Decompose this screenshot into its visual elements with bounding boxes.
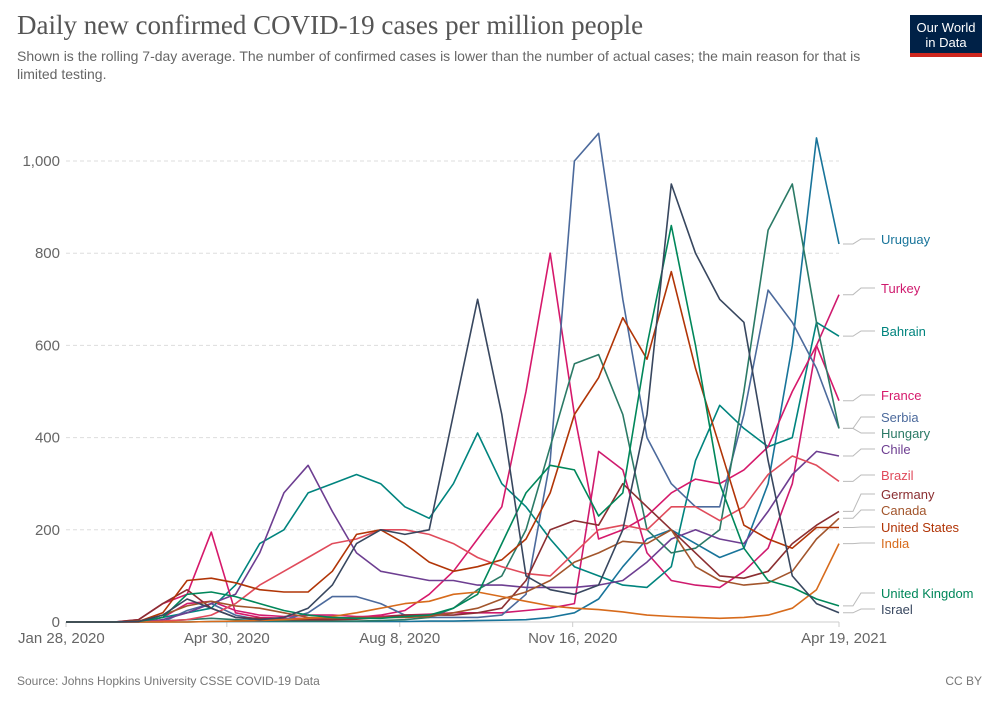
- label-connector: [843, 509, 875, 519]
- y-tick-label: 0: [52, 614, 60, 631]
- x-tick-label: Nov 16, 2020: [528, 630, 617, 647]
- chart-title: Daily new confirmed COVID-19 cases per m…: [17, 10, 644, 40]
- series-line-germany: [66, 482, 840, 623]
- series-label: Israel: [881, 602, 913, 617]
- series-line-canada: [66, 517, 840, 623]
- label-connector: [843, 592, 875, 607]
- x-tick-label: Apr 30, 2020: [184, 630, 270, 647]
- chart-subtitle: Shown is the rolling 7-day average. The …: [17, 48, 861, 82]
- series-label: France: [881, 388, 921, 403]
- series-line-bahrain: [66, 321, 840, 623]
- y-tick-label: 200: [35, 522, 60, 539]
- label-connector: [843, 542, 875, 545]
- series-label: Germany: [881, 487, 935, 502]
- y-tick-label: 1,000: [22, 153, 60, 170]
- label-connector: [843, 427, 875, 434]
- series-label: United Kingdom: [881, 586, 974, 601]
- x-tick-label: Aug 8, 2020: [359, 630, 440, 647]
- series-label: Canada: [881, 503, 927, 518]
- series-label: Hungary: [881, 426, 931, 441]
- series-line-united-states: [66, 270, 839, 623]
- series-label: Serbia: [881, 410, 919, 425]
- owid-logo[interactable]: Our World in Data: [910, 15, 982, 57]
- y-tick-label: 800: [35, 245, 60, 262]
- license-link[interactable]: CC BY: [945, 674, 982, 688]
- x-tick-label: Apr 19, 2021: [801, 630, 887, 647]
- label-connector: [843, 474, 875, 482]
- series-line-serbia: [66, 132, 840, 623]
- label-connector: [843, 416, 875, 429]
- label-connector: [843, 287, 875, 296]
- source-note[interactable]: Source: Johns Hopkins University CSSE CO…: [17, 674, 320, 688]
- y-tick-label: 600: [35, 337, 60, 354]
- series-line-israel: [66, 183, 840, 623]
- series-label: Turkey: [881, 281, 921, 296]
- series-label: Chile: [881, 442, 911, 457]
- series-line-united-kingdom: [66, 224, 840, 623]
- label-connector: [843, 330, 875, 337]
- series-line-india: [66, 543, 840, 623]
- series-line-uruguay: [66, 137, 840, 623]
- series-label: Bahrain: [881, 324, 926, 339]
- series-label: Uruguay: [881, 232, 931, 247]
- label-connector: [843, 448, 875, 457]
- label-connector: [843, 238, 875, 245]
- label-connector: [843, 493, 875, 512]
- series-label: India: [881, 536, 910, 551]
- y-tick-label: 400: [35, 430, 60, 447]
- label-connector: [843, 394, 875, 402]
- x-tick-label: Jan 28, 2020: [18, 630, 105, 647]
- series-label: United States: [881, 520, 960, 535]
- series-line-chile: [66, 450, 840, 623]
- label-connector: [843, 608, 875, 614]
- series-label: Brazil: [881, 468, 914, 483]
- series-line-brazil: [66, 455, 840, 623]
